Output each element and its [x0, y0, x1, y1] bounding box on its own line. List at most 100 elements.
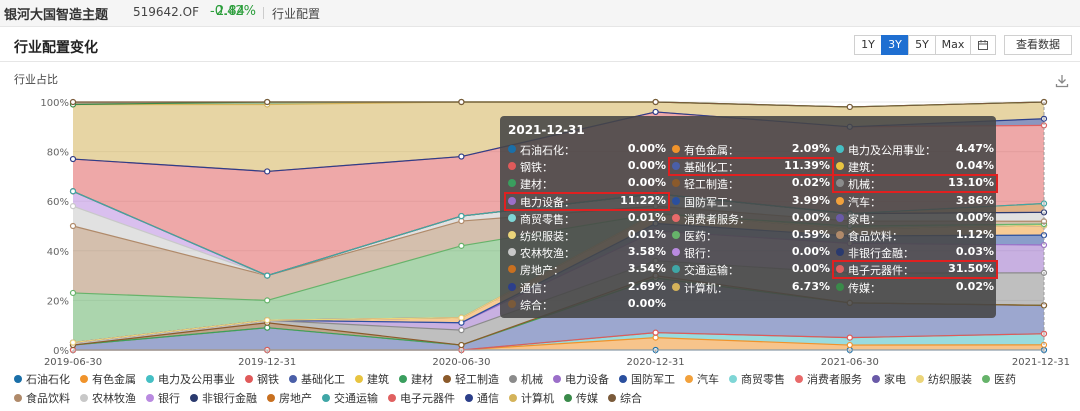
point-通信 [69, 155, 77, 163]
legend-item[interactable]: 非银行金融 [190, 390, 257, 405]
legend-item[interactable]: 家电 [872, 371, 906, 386]
x-tick-label: 2019-06-30 [44, 357, 102, 368]
calendar-icon[interactable] [970, 35, 996, 55]
legend-item[interactable]: 轻工制造 [443, 371, 499, 386]
tooltip-series-value: 3.58% [627, 245, 666, 259]
legend-item[interactable]: 石油石化 [14, 371, 70, 386]
fund-header-bar: 银河大国智造主题 519642.OF 2.84 -0.42% 行业配置 [0, 0, 1080, 27]
x-tick-label: 2020-12-31 [627, 357, 685, 368]
tooltip-item: 基础化工： 11.39% [672, 158, 830, 175]
legend-item[interactable]: 计算机 [509, 390, 554, 405]
series-color-dot [508, 299, 516, 308]
tooltip-series-value: 0.02% [955, 279, 994, 293]
tooltip-series-name: 钢铁： [520, 161, 553, 175]
legend-item[interactable]: 商贸零售 [729, 371, 785, 386]
tooltip-item: 石油石化： 0.00% [508, 141, 666, 158]
download-icon[interactable] [1055, 74, 1069, 88]
legend-label: 通信 [477, 391, 499, 405]
legend-label: 农林牧渔 [92, 391, 136, 405]
tooltip-series-value: 11.39% [784, 159, 830, 173]
legend-label: 钢铁 [257, 372, 279, 386]
legend-item[interactable]: 机械 [509, 371, 543, 386]
tooltip-series-name: 通信： [520, 281, 553, 295]
legend-item[interactable]: 医药 [982, 371, 1016, 386]
tooltip-item: 计算机： 6.73% [672, 279, 830, 296]
legend-label: 食品饮料 [26, 391, 70, 405]
legend-item[interactable]: 纺织服装 [916, 371, 972, 386]
point-机械 [458, 327, 465, 334]
legend-item[interactable]: 汽车 [685, 371, 719, 386]
legend-item[interactable]: 农林牧渔 [80, 390, 136, 405]
legend-item[interactable]: 电子元器件 [388, 390, 455, 405]
legend-item[interactable]: 交通运输 [322, 390, 378, 405]
legend-label: 有色金属 [92, 372, 136, 386]
legend-color-dot [14, 374, 22, 383]
legend-label: 轻工制造 [455, 372, 499, 386]
tooltip-series-name: 非银行金融： [848, 247, 914, 261]
legend-item[interactable]: 综合 [608, 390, 642, 405]
range-5y-button[interactable]: 5Y [908, 35, 936, 55]
legend-color-dot [14, 393, 22, 402]
tooltip-series-name: 家电： [848, 212, 881, 226]
tooltip-item: 电力设备： 11.22% [508, 193, 666, 210]
series-color-dot [672, 196, 680, 205]
tooltip-item: 医药： 0.59% [672, 227, 830, 244]
legend-label: 交通运输 [334, 391, 378, 405]
divider [263, 7, 264, 19]
fund-code: 519642.OF [133, 5, 199, 19]
series-color-dot [672, 248, 680, 257]
tooltip-series-value: 0.01% [627, 228, 666, 241]
legend-color-dot [289, 374, 297, 383]
tooltip-item: 通信： 2.69% [508, 279, 666, 296]
legend-item[interactable]: 传媒 [564, 390, 598, 405]
point-通信 [458, 153, 465, 160]
series-color-dot [672, 282, 680, 291]
tooltip-series-name: 商贸零售： [520, 212, 575, 226]
tab-industry-allocation[interactable]: 行业配置 [272, 7, 321, 21]
highlight-box [832, 174, 998, 194]
tooltip-series-name: 食品饮料： [848, 230, 903, 243]
legend-label: 电力及公用事业 [158, 372, 235, 386]
legend-item[interactable]: 房地产 [267, 390, 312, 405]
highlight-box [832, 260, 998, 280]
legend-item[interactable]: 钢铁 [245, 371, 279, 386]
view-data-button[interactable]: 查看数据 [1004, 35, 1072, 55]
legend-color-dot [146, 393, 154, 402]
point-综合 [846, 103, 853, 111]
legend-item[interactable]: 银行 [146, 390, 180, 405]
point-纺织服装 [458, 314, 465, 321]
tooltip-item: 汽车： 3.86% [836, 193, 994, 210]
legend-item[interactable]: 基础化工 [289, 371, 345, 386]
point-交通运输 [69, 188, 77, 195]
tooltip-series-value: 31.50% [948, 262, 994, 276]
point-综合 [264, 98, 271, 106]
legend-item[interactable]: 消费者服务 [795, 371, 862, 386]
series-color-dot [508, 196, 516, 205]
point-建材 [264, 324, 271, 331]
point-有色金属 [652, 334, 659, 341]
tooltip-item: 交通运输： 0.00% [672, 261, 830, 278]
range-3y-button[interactable]: 3Y [881, 35, 909, 55]
legend-item[interactable]: 电力设备 [553, 371, 609, 386]
series-color-dot [508, 231, 516, 239]
tooltip-title: 2021-12-31 [508, 123, 585, 137]
legend-color-dot [872, 374, 880, 383]
legend-label: 建材 [411, 372, 433, 386]
tooltip-item: 有色金属： 2.09% [672, 141, 830, 158]
range-max-button[interactable]: Max [935, 35, 971, 55]
legend-item[interactable]: 建材 [399, 371, 433, 386]
legend-item[interactable]: 电力及公用事业 [146, 371, 235, 386]
tooltip-series-name: 消费者服务： [684, 212, 750, 226]
legend-item[interactable]: 有色金属 [80, 371, 136, 386]
legend-item[interactable]: 国防军工 [619, 371, 675, 386]
range-1y-button[interactable]: 1Y [854, 35, 882, 55]
tooltip-item: 综合： 0.00% [508, 296, 666, 313]
legend-color-dot [685, 374, 693, 383]
tooltip-series-name: 电力设备： [520, 195, 575, 209]
legend-item[interactable]: 通信 [465, 390, 499, 405]
legend-item[interactable]: 食品饮料 [14, 390, 70, 405]
legend-item[interactable]: 建筑 [355, 371, 389, 386]
tooltip-series-name: 农林牧渔： [520, 247, 575, 261]
legend-color-dot [399, 374, 407, 383]
series-color-dot [672, 265, 680, 274]
